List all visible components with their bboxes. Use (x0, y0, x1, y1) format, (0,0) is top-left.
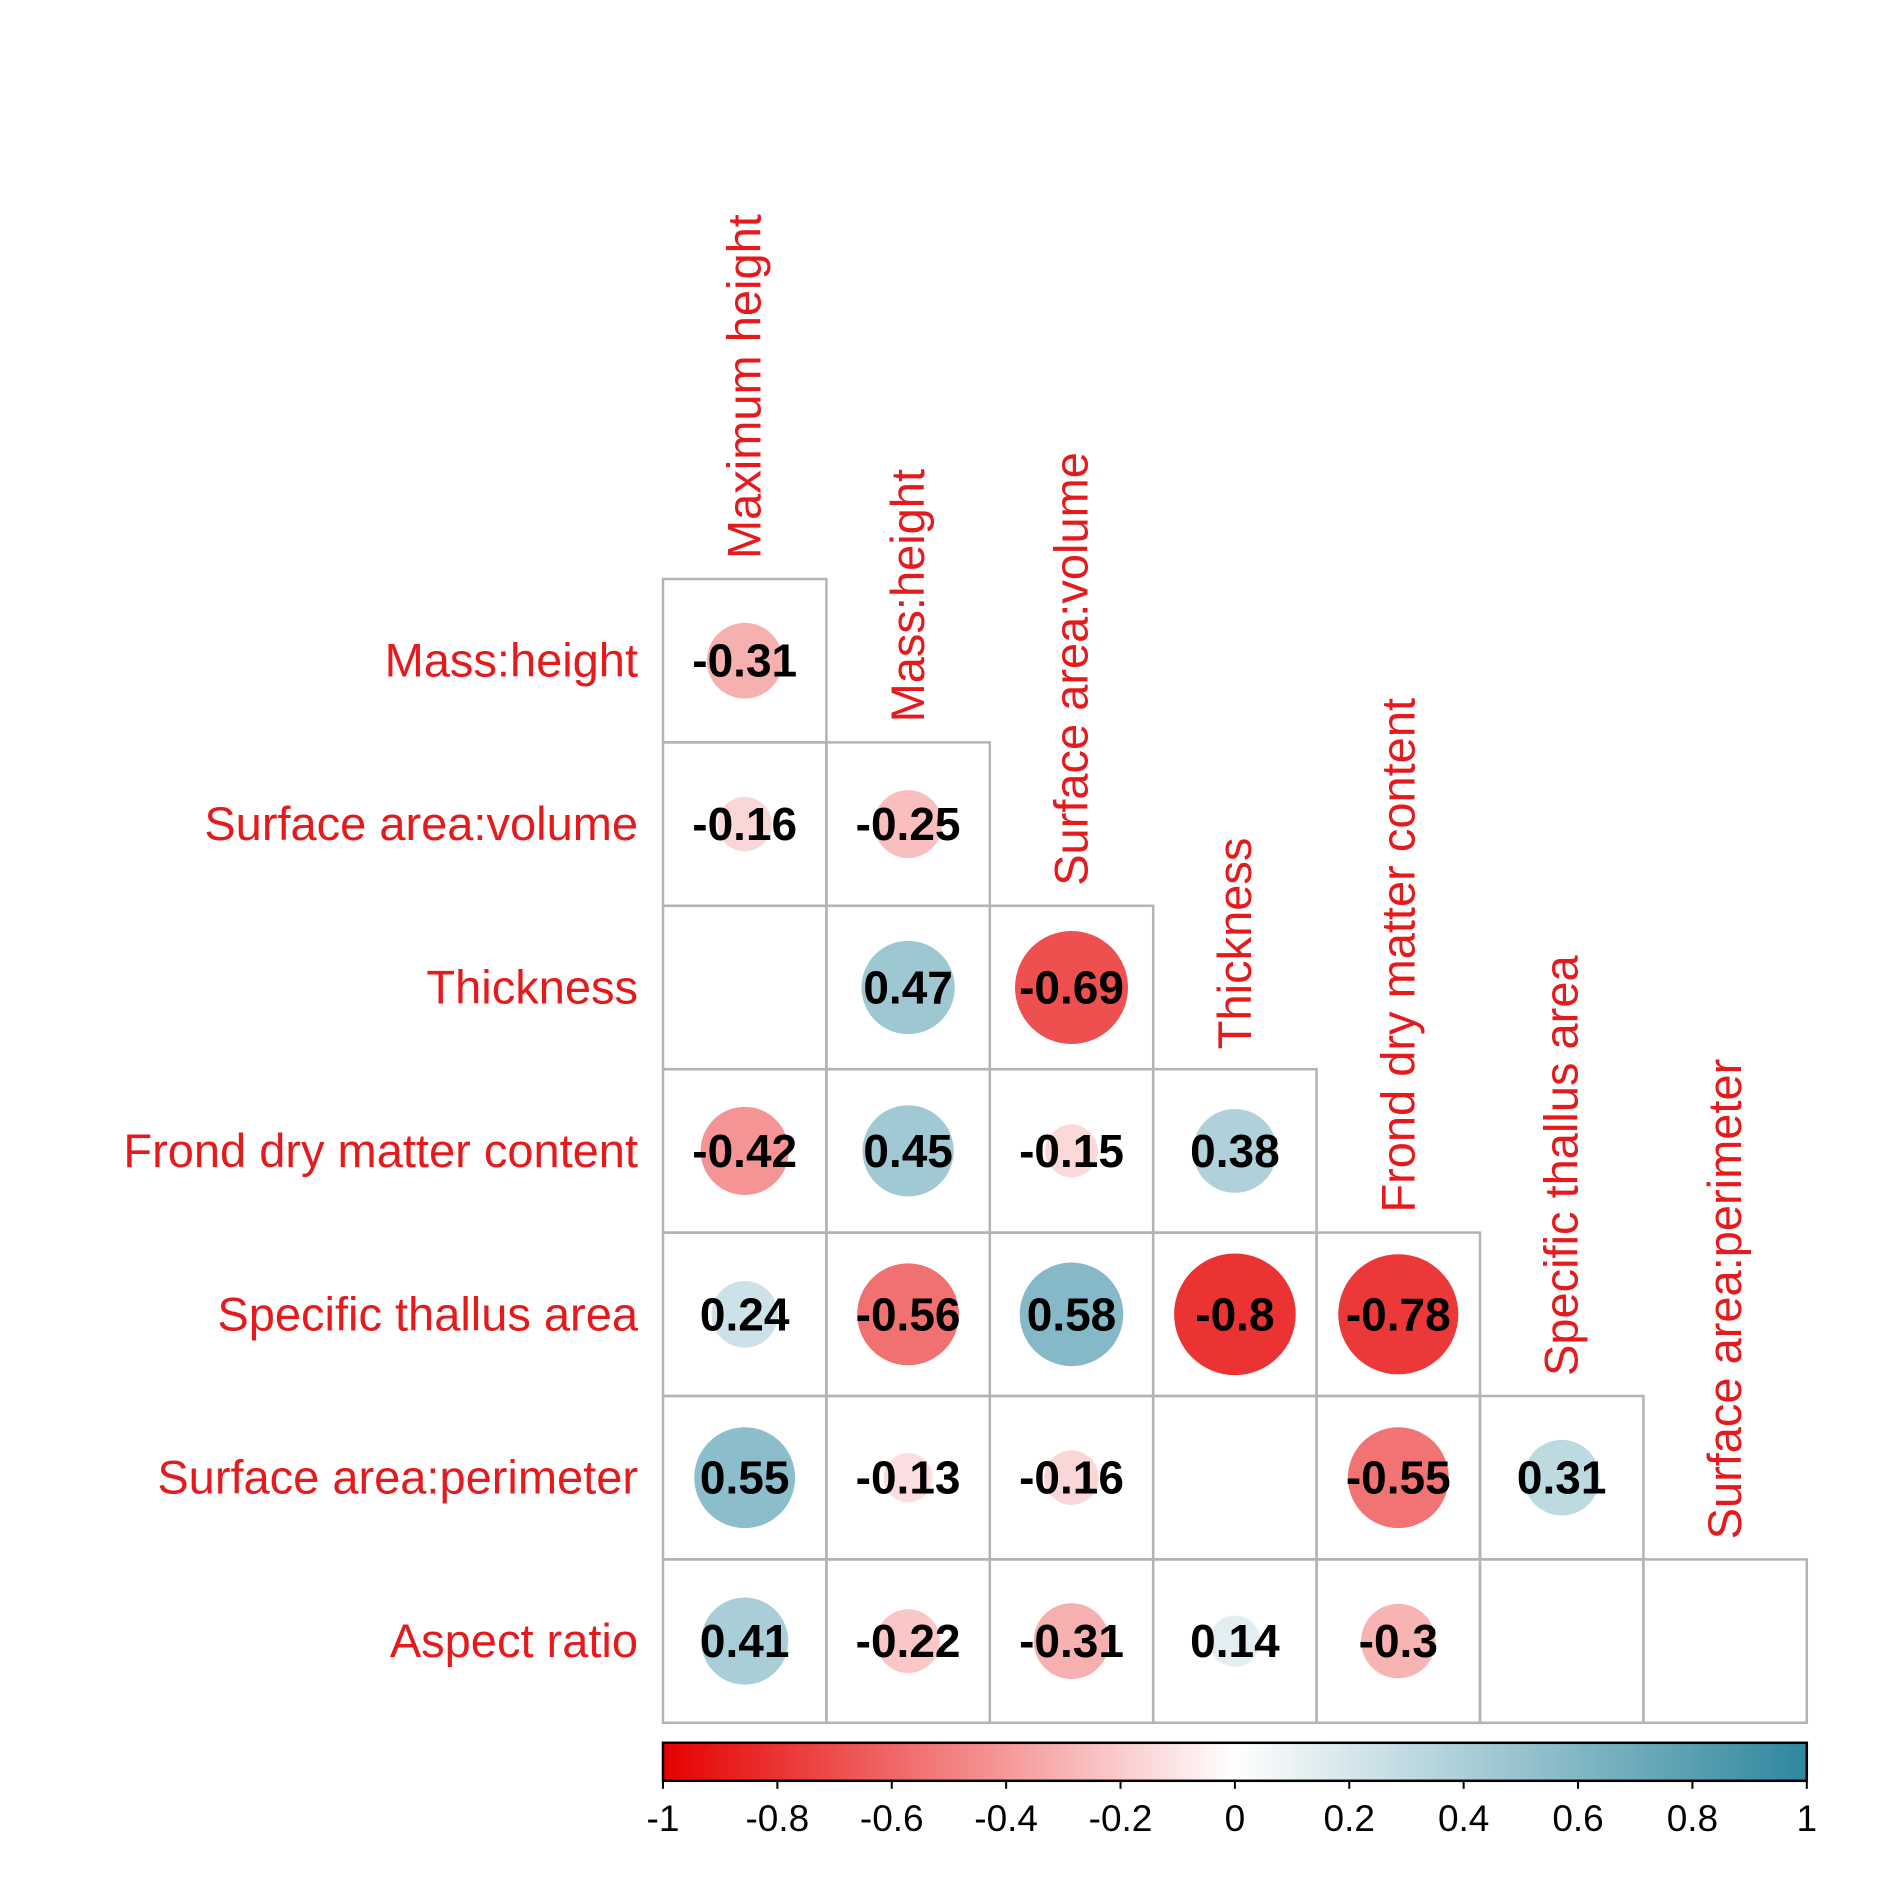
grid-cell-r2-c0 (661, 904, 828, 1071)
corr-circle-r4-c4 (1338, 1254, 1459, 1375)
corr-circle-r5-c2 (1044, 1450, 1099, 1505)
corr-circle-r5-c5 (1523, 1439, 1600, 1516)
corr-value-r4-c1: -0.56 (856, 1288, 961, 1340)
corr-circle-r6-c0 (701, 1597, 789, 1685)
colorbar-tick-label-3: -0.4 (974, 1798, 1038, 1839)
corr-value-r4-c2: 0.58 (1027, 1288, 1117, 1340)
colorbar (661, 1741, 1809, 1783)
row-label-1: Surface area:volume (204, 797, 638, 850)
col-label-6: Surface area:perimeter (1698, 1059, 1751, 1540)
corr-value-r3-c0: -0.42 (692, 1125, 797, 1177)
corr-circle-r4-c3 (1174, 1253, 1296, 1376)
colorbar-tick-label-5: 0 (1225, 1798, 1246, 1839)
colorbar-tick-label-0: -1 (647, 1798, 680, 1839)
row-label-5: Surface area:perimeter (157, 1451, 638, 1504)
grid-cell-r5-c3 (1151, 1394, 1318, 1561)
colorbar-ticks: -1 -0.8 -0.6 -0.4 -0.2 0 0.2 0.4 0.6 0.8 1 (647, 1780, 1818, 1839)
corr-circle-r4-c2 (1019, 1262, 1124, 1367)
col-label-3: Thickness (1208, 838, 1261, 1050)
corr-circle-r3-c0 (700, 1106, 789, 1195)
corr-circle-r6-c4 (1361, 1603, 1436, 1679)
corr-value-r4-c3: -0.8 (1195, 1288, 1274, 1340)
corr-value-r5-c1: -0.13 (856, 1452, 961, 1504)
color-legend: -1 -0.8 -0.6 -0.4 -0.2 0 0.2 0.4 0.6 0.8 1 (647, 1741, 1818, 1839)
row-label-3: Frond dry matter content (123, 1124, 638, 1177)
colorbar-tick-label-4: -0.2 (1089, 1798, 1153, 1839)
corr-value-r5-c5: 0.31 (1517, 1452, 1607, 1504)
correlation-values: -0.31 -0.16 -0.25 0.47 -0.69 -0.42 0.45 -0.15 0.… (692, 635, 1606, 1667)
row-label-0: Mass:height (385, 634, 638, 687)
row-labels: Mass:height Surface area:volume Thickness F… (123, 634, 638, 1667)
row-label-6: Aspect ratio (390, 1614, 638, 1667)
corr-value-r5-c4: -0.55 (1346, 1452, 1451, 1504)
corr-value-r6-c0: 0.41 (700, 1615, 790, 1667)
colorbar-tick-label-10: 1 (1797, 1798, 1818, 1839)
column-labels: Maximum height Mass:height Surface area:vo… (718, 214, 1751, 1539)
corr-value-r0-c0: -0.31 (692, 635, 797, 687)
corr-value-r2-c1: 0.47 (863, 962, 953, 1014)
corr-circle-r1-c1 (874, 790, 943, 859)
colorbar-tick-label-1: -0.8 (745, 1798, 809, 1839)
corr-circle-r2-c1 (861, 940, 955, 1035)
row-label-4: Specific thallus area (217, 1287, 638, 1340)
col-label-1: Mass:height (881, 469, 934, 722)
corr-circle-r6-c2 (1033, 1603, 1110, 1679)
corr-circle-r5-c0 (694, 1427, 796, 1529)
corr-value-r5-c0: 0.55 (700, 1452, 790, 1504)
col-label-4: Frond dry matter content (1371, 698, 1424, 1213)
corr-circle-r3-c1 (862, 1105, 954, 1197)
corr-circle-r6-c3 (1209, 1615, 1261, 1667)
corr-value-r2-c2: -0.69 (1019, 962, 1124, 1014)
corr-value-r5-c2: -0.16 (1019, 1452, 1124, 1504)
corr-value-r3-c3: 0.38 (1190, 1125, 1280, 1177)
col-label-2: Surface area:volume (1045, 452, 1098, 886)
corr-circle-r2-c2 (1015, 931, 1128, 1044)
corr-circle-r5-c4 (1347, 1427, 1449, 1529)
corr-circle-r4-c1 (857, 1263, 959, 1366)
corr-value-r6-c3: 0.14 (1190, 1615, 1280, 1667)
corr-value-r6-c2: -0.31 (1019, 1615, 1124, 1667)
corr-circle-r5-c1 (883, 1453, 933, 1503)
colorbar-tick-label-8: 0.6 (1552, 1798, 1603, 1839)
corr-value-r4-c0: 0.24 (700, 1288, 790, 1340)
colorbar-tick-label-7: 0.4 (1438, 1798, 1489, 1839)
corr-circle-r1-c0 (717, 796, 772, 852)
corr-circle-r0-c0 (706, 622, 783, 699)
grid-cell-r6-c6 (1642, 1558, 1809, 1725)
corr-value-r4-c4: -0.78 (1346, 1288, 1451, 1340)
corr-value-r3-c2: -0.15 (1019, 1125, 1124, 1177)
corr-value-r3-c1: 0.45 (863, 1125, 953, 1177)
corr-circle-r4-c0 (711, 1280, 779, 1348)
corr-circle-r3-c3 (1192, 1108, 1277, 1193)
corr-circle-r3-c2 (1045, 1124, 1098, 1178)
row-label-2: Thickness (426, 961, 638, 1014)
col-label-0: Maximum height (718, 214, 771, 559)
grid-cell-r6-c5 (1478, 1558, 1645, 1725)
col-label-5: Specific thallus area (1535, 955, 1588, 1376)
colorbar-tick-label-6: 0.2 (1324, 1798, 1375, 1839)
corr-circle-r6-c1 (876, 1609, 940, 1673)
colorbar-tick-label-9: 0.8 (1667, 1798, 1718, 1839)
colorbar-tick-label-2: -0.6 (860, 1798, 924, 1839)
correlation-circles (694, 622, 1600, 1685)
corr-value-r6-c4: -0.3 (1359, 1615, 1438, 1667)
corr-value-r6-c1: -0.22 (856, 1615, 961, 1667)
correlation-grid (661, 577, 1809, 1725)
corr-value-r1-c1: -0.25 (856, 798, 961, 850)
corr-value-r1-c0: -0.16 (692, 798, 797, 850)
